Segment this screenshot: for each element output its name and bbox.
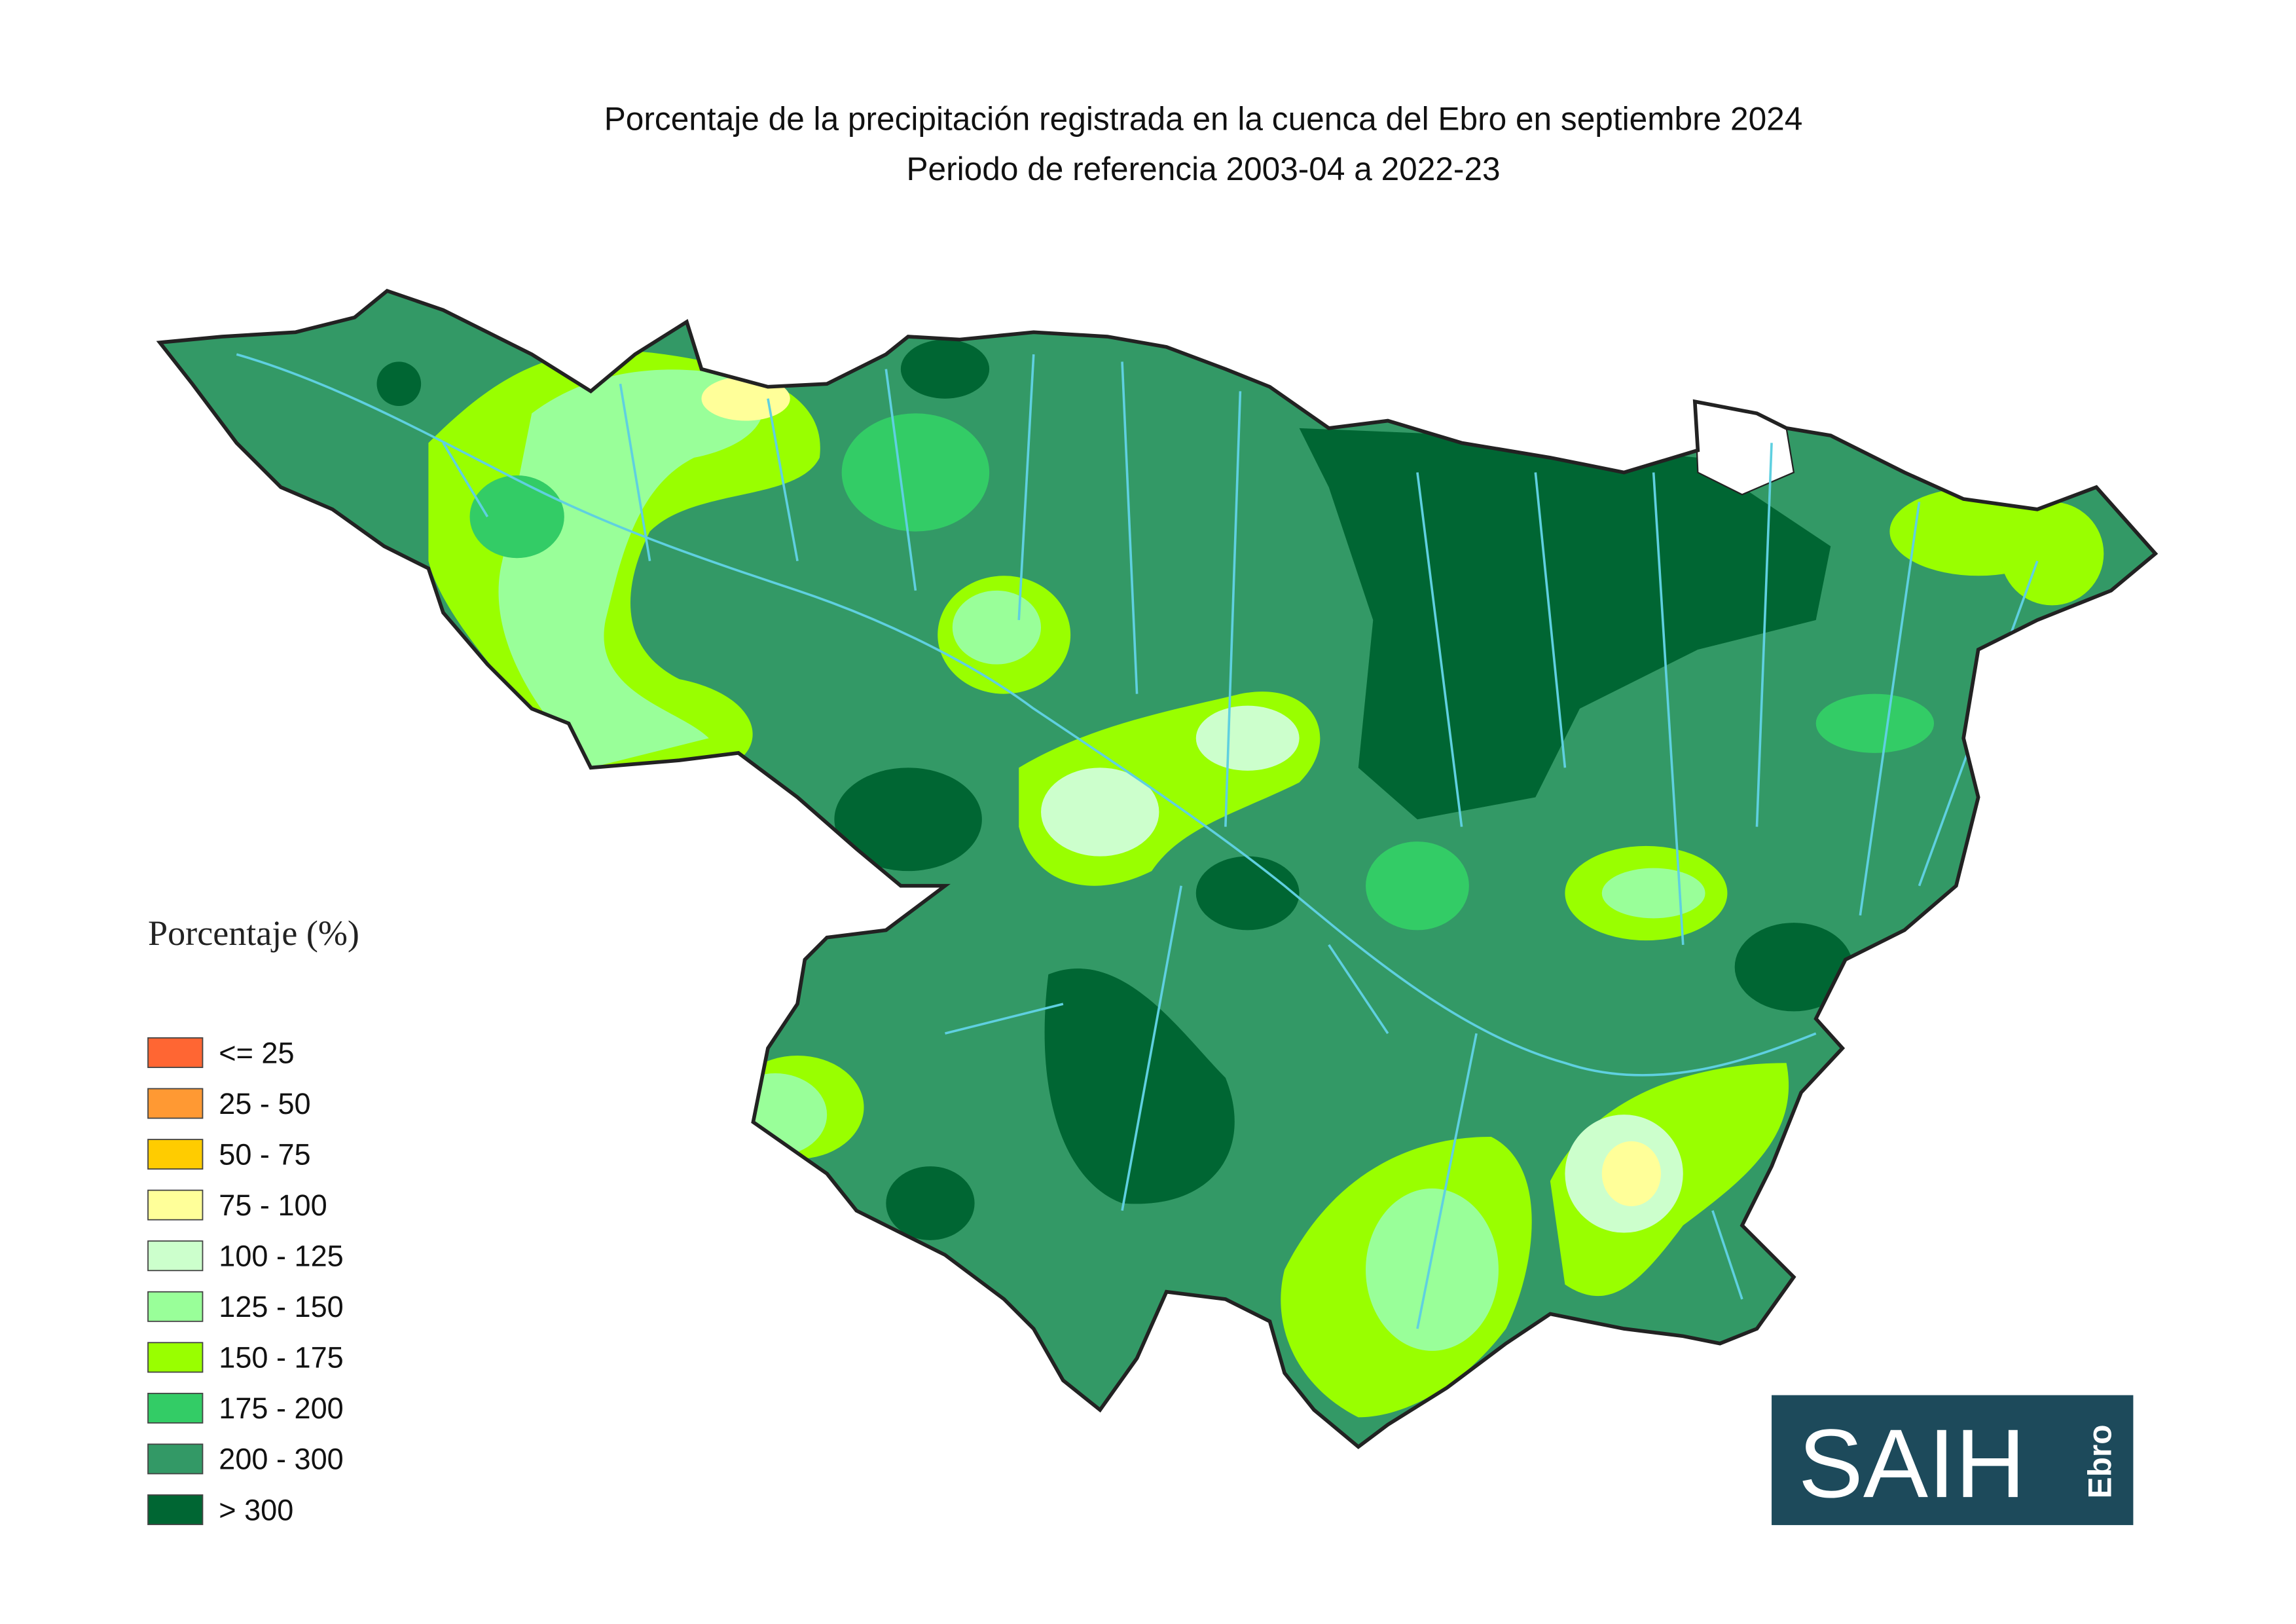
legend-swatch <box>147 1443 204 1475</box>
legend-label: 75 - 100 <box>219 1189 327 1222</box>
legend-label: 175 - 200 <box>219 1392 343 1425</box>
logo-main: SAIH <box>1798 1409 2026 1518</box>
legend-label: 150 - 175 <box>219 1341 343 1375</box>
zone <box>841 413 990 532</box>
legend-swatch <box>147 1088 204 1119</box>
zone <box>1815 693 1935 753</box>
zone <box>701 376 790 421</box>
logo-box <box>1772 1395 2134 1525</box>
zone <box>1299 428 1831 820</box>
logo-side: Ebro <box>2082 1425 2119 1499</box>
legend-swatch <box>147 1342 204 1373</box>
zone <box>1734 923 1853 1012</box>
legend-label: 200 - 300 <box>219 1443 343 1476</box>
zone <box>952 590 1042 665</box>
legend-swatch <box>147 1240 204 1272</box>
map-subtitle: Periodo de referencia 2003-04 a 2022-23 <box>906 151 1500 187</box>
legend-swatch <box>147 1392 204 1424</box>
legend-swatch <box>147 1291 204 1322</box>
zone <box>1366 841 1469 931</box>
legend-label: <= 25 <box>219 1036 294 1069</box>
legend-swatch <box>147 1494 204 1525</box>
zone <box>834 767 982 872</box>
zone <box>900 339 990 399</box>
precipitation-field <box>160 291 2156 1447</box>
zone <box>469 475 564 559</box>
legend-label: > 300 <box>219 1493 293 1526</box>
zone <box>1195 705 1300 771</box>
legend-swatch <box>147 1037 204 1068</box>
zone <box>886 1166 975 1240</box>
zone <box>1041 767 1159 857</box>
legend-swatch <box>147 1189 204 1221</box>
legend-title: Porcentaje (%) <box>148 913 359 953</box>
logo: SAIH Ebro <box>1772 1395 2134 1525</box>
zone <box>723 1073 828 1156</box>
zone <box>1601 868 1705 919</box>
legend-label: 125 - 150 <box>219 1290 343 1323</box>
legend-label: 100 - 125 <box>219 1239 343 1272</box>
zone <box>160 291 2156 1447</box>
zone <box>1195 856 1300 931</box>
map-title: Porcentaje de la precipitación registrad… <box>604 100 1803 137</box>
river <box>236 353 1817 1077</box>
legend-label: 50 - 75 <box>219 1137 310 1171</box>
zone <box>1366 1188 1499 1351</box>
legend: Porcentaje (%) <= 25 25 - 50 50 - 75 75 - 1… <box>147 913 359 1526</box>
zone <box>1044 968 1235 1204</box>
legend-swatch <box>147 1139 204 1170</box>
zone <box>376 361 422 406</box>
zone <box>2000 502 2104 606</box>
zone <box>1601 1141 1661 1206</box>
zone <box>498 369 763 768</box>
legend-label: 25 - 50 <box>219 1087 310 1120</box>
